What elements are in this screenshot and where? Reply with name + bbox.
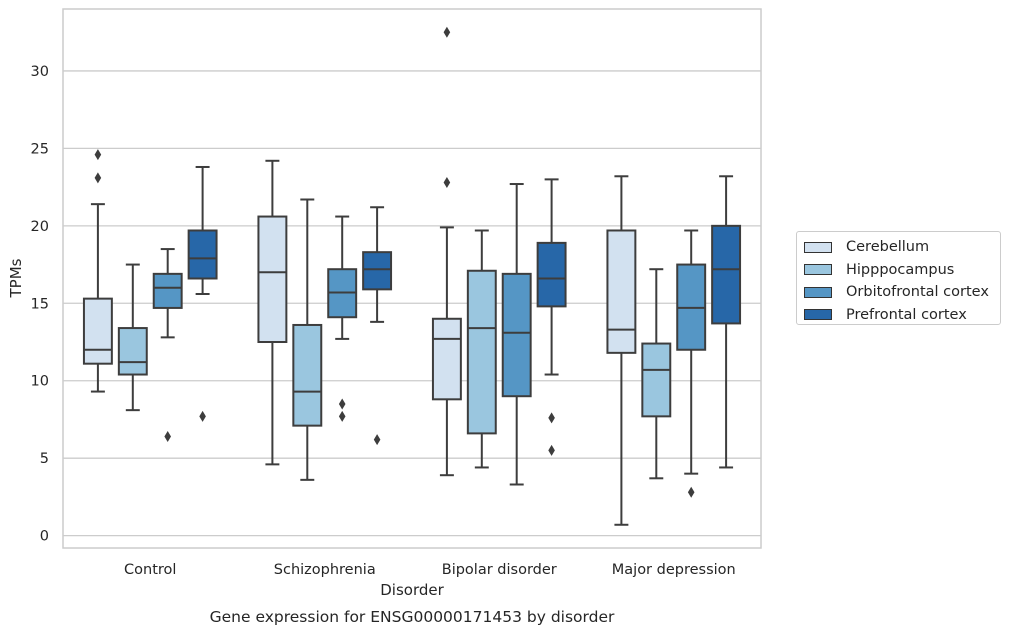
outlier-point	[164, 430, 171, 442]
y-tick-label: 0	[40, 529, 49, 545]
legend-item: Orbitofrontal cortex	[804, 281, 1000, 304]
box-prefrontal-cortex	[187, 165, 218, 422]
box-cerebellum	[606, 175, 637, 526]
box-prefrontal-cortex	[362, 206, 393, 446]
box-orbitofrontal-cortex	[676, 229, 707, 498]
y-tick-label: 30	[31, 64, 49, 80]
x-tick-label: Schizophrenia	[274, 562, 376, 578]
outlier-point	[373, 434, 381, 446]
box-body	[431, 317, 462, 401]
box-cerebellum	[257, 159, 288, 466]
outlier-point	[548, 444, 555, 456]
y-tick-label: 25	[31, 141, 49, 157]
box-hipppocampus	[641, 268, 672, 480]
legend-label: Orbitofrontal cortex	[846, 284, 989, 301]
outlier-point	[443, 26, 451, 38]
box-body	[606, 229, 637, 354]
box-hipppocampus	[292, 198, 323, 481]
x-tick-labels: Control Schizophrenia Bipolar disorder Majo…	[124, 562, 736, 578]
x-tick-label: Major depression	[612, 562, 736, 578]
y-tick-label: 15	[31, 296, 49, 312]
legend-label: Prefrontal cortex	[846, 306, 967, 323]
outlier-point	[548, 412, 555, 424]
box-hipppocampus	[466, 229, 497, 469]
box-prefrontal-cortex	[536, 178, 567, 456]
legend: Cerebellum Hipppocampus Orbitofrontal cort…	[796, 231, 1001, 325]
x-tick-label: Control	[124, 562, 176, 578]
box-cerebellum	[82, 149, 113, 393]
outlier-point	[94, 172, 102, 184]
outlier-point	[94, 149, 102, 161]
x-tick-label: Bipolar disorder	[442, 562, 557, 578]
box-body	[257, 215, 288, 344]
chart-caption: Gene expression for ENSG00000171453 by d…	[210, 608, 615, 626]
box-body	[641, 342, 672, 418]
box-body	[117, 327, 148, 376]
y-tick-label: 10	[31, 374, 49, 390]
box-body	[466, 269, 497, 435]
y-tick-label: 5	[40, 451, 49, 467]
box-body	[711, 224, 742, 325]
outlier-point	[338, 410, 346, 422]
grid-lines	[63, 70, 761, 537]
outlier-point	[199, 410, 206, 422]
legend-swatch	[804, 264, 832, 276]
box-cerebellum	[431, 26, 462, 477]
box-body	[187, 229, 218, 280]
outlier-point	[443, 176, 451, 188]
legend-swatch	[804, 241, 832, 253]
box-hipppocampus	[117, 263, 148, 412]
box-body	[82, 297, 113, 365]
legend-label: Cerebellum	[846, 239, 930, 256]
box-body	[152, 272, 183, 309]
box-body	[536, 241, 567, 308]
legend-item: Hipppocampus	[804, 259, 1000, 282]
y-axis-label: TPMs	[7, 258, 25, 298]
box-orbitofrontal-cortex	[327, 215, 358, 422]
box-body	[292, 323, 323, 427]
box-orbitofrontal-cortex	[152, 248, 183, 442]
legend-swatch	[804, 309, 832, 321]
box-prefrontal-cortex	[711, 175, 742, 469]
x-axis-label: Disorder	[380, 581, 444, 599]
legend-item: Prefrontal cortex	[804, 304, 1000, 327]
y-tick-labels: 0 5 10 15 20 25 30	[31, 64, 49, 545]
box-series	[82, 26, 742, 526]
box-body	[501, 272, 532, 398]
y-tick-label: 20	[31, 219, 49, 235]
box-orbitofrontal-cortex	[501, 183, 532, 486]
outlier-point	[687, 486, 695, 498]
legend-item: Cerebellum	[804, 236, 1000, 259]
box-body	[362, 251, 393, 291]
legend-swatch	[804, 286, 832, 298]
outlier-point	[338, 398, 346, 410]
legend-label: Hipppocampus	[846, 261, 955, 278]
